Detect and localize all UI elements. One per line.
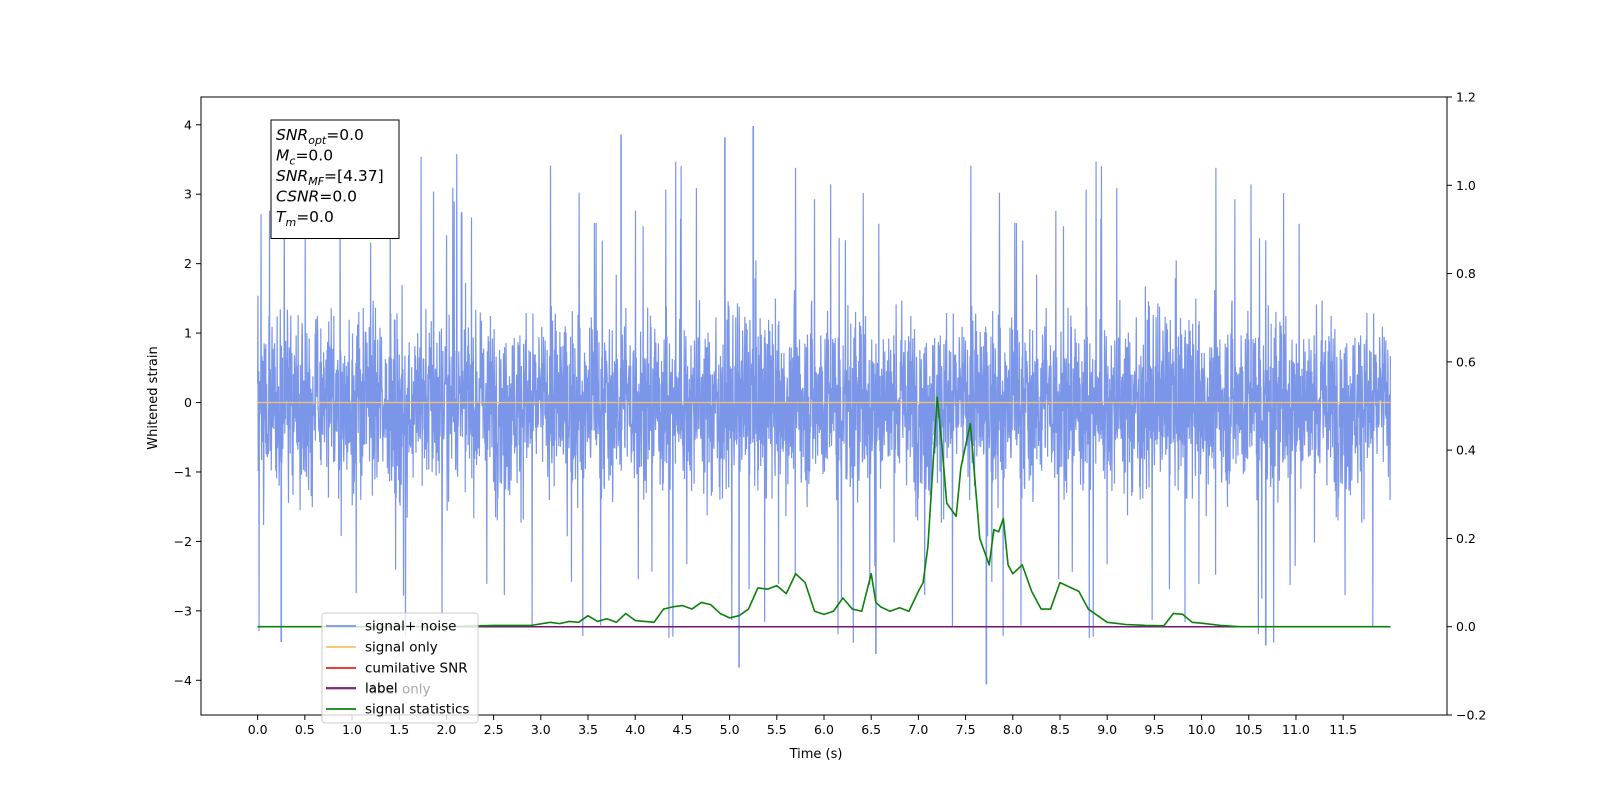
y-tick-label-left: 0 bbox=[184, 395, 192, 410]
y-tick-label-left: 2 bbox=[184, 256, 192, 271]
series-signal-statistics bbox=[257, 396, 1390, 628]
x-tick-label: 4.5 bbox=[672, 722, 692, 737]
annotation-frame bbox=[270, 119, 400, 239]
legend-label: signal only bbox=[365, 640, 438, 656]
x-tick-label: 8.0 bbox=[1003, 722, 1023, 737]
annotation-line: SNRMF=[4.37] bbox=[276, 167, 384, 188]
y-tick-label-left: −1 bbox=[174, 464, 192, 479]
x-tick-label: 11.0 bbox=[1282, 722, 1310, 737]
x-tick-label: 1.5 bbox=[389, 722, 409, 737]
x-tick-label: 8.5 bbox=[1050, 722, 1070, 737]
x-tick-label: 0.0 bbox=[248, 722, 268, 737]
y-tick-label-right: 1.0 bbox=[1456, 178, 1476, 193]
x-tick-label: 1.0 bbox=[342, 722, 362, 737]
legend-label: label bbox=[365, 681, 398, 697]
y-tick-label-right: −0.2 bbox=[1456, 708, 1486, 723]
x-tick-label: 7.5 bbox=[956, 722, 976, 737]
x-tick-label: 5.0 bbox=[720, 722, 740, 737]
legend-label: signal statistics bbox=[365, 702, 469, 718]
legend-frame bbox=[321, 612, 479, 724]
y-tick-label-left: 4 bbox=[184, 117, 192, 132]
y-tick-label-left: −4 bbox=[174, 673, 192, 688]
y-tick-label-right: 0.8 bbox=[1456, 266, 1476, 281]
x-tick-label: 7.0 bbox=[908, 722, 928, 737]
legend-label: label only bbox=[365, 682, 431, 698]
y-tick-label-right: 0.4 bbox=[1456, 443, 1476, 458]
x-tick-label: 4.0 bbox=[625, 722, 645, 737]
series-signal-noise bbox=[257, 154, 1391, 643]
legend: signal+ noise signal only cumilative SNR la… bbox=[321, 612, 479, 724]
x-tick-label: 9.0 bbox=[1097, 722, 1117, 737]
annotation-line: Tm=0.0 bbox=[276, 208, 334, 229]
annotation-line: CSNR=0.0 bbox=[276, 188, 357, 206]
x-tick-label: 6.0 bbox=[814, 722, 834, 737]
y-tick-label-left: 3 bbox=[184, 187, 192, 202]
y-tick-label-right: 1.2 bbox=[1456, 90, 1476, 105]
x-tick-label: 6.5 bbox=[861, 722, 881, 737]
x-tick-label: 2.5 bbox=[484, 722, 504, 737]
y-tick-label-left: −2 bbox=[174, 534, 192, 549]
x-tick-label: 10.0 bbox=[1188, 722, 1216, 737]
y-tick-label-left: 1 bbox=[184, 326, 192, 341]
legend-label: signal+ noise bbox=[365, 619, 456, 635]
annotation-line: Mc=0.0 bbox=[276, 147, 333, 168]
x-tick-label: 0.5 bbox=[295, 722, 315, 737]
y-axis-label-left: Whitened strain bbox=[146, 346, 161, 449]
y-tick-label-left: −3 bbox=[174, 603, 192, 618]
axes: 0.0 0.5 1.0 1.5 2.0 2.5 3.0 3.5 4.0 4.5 5.0 5.5 6.0 6… bbox=[174, 90, 1487, 738]
x-tick-label: 3.5 bbox=[578, 722, 598, 737]
x-tick-label: 3.0 bbox=[531, 722, 551, 737]
x-tick-label: 9.5 bbox=[1144, 722, 1164, 737]
y-tick-label-right: 0.2 bbox=[1456, 531, 1476, 546]
x-tick-label: 10.5 bbox=[1235, 722, 1263, 737]
y-tick-label-right: 0.0 bbox=[1456, 619, 1476, 634]
y-tick-label-right: 0.6 bbox=[1456, 354, 1476, 369]
x-tick-label: 11.5 bbox=[1329, 722, 1357, 737]
annotation-line: SNRopt=0.0 bbox=[276, 126, 364, 147]
x-axis-label: Time (s) bbox=[789, 747, 843, 762]
legend-label: cumilative SNR bbox=[365, 661, 468, 677]
x-tick-label: 5.5 bbox=[767, 722, 787, 737]
x-tick-label: 2.0 bbox=[436, 722, 456, 737]
